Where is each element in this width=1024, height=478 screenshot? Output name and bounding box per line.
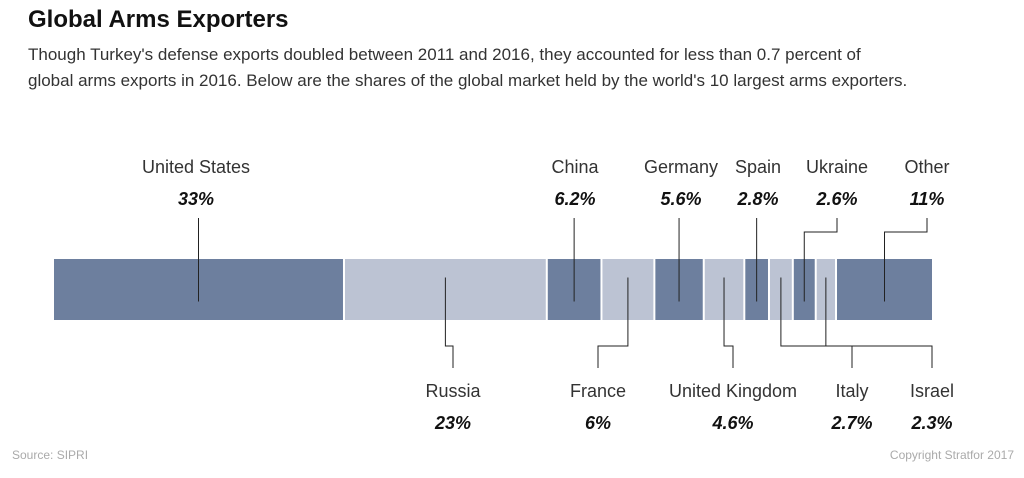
value-label-germany: 5.6% — [660, 189, 701, 209]
chart-subtitle: Though Turkey's defense exports doubled … — [28, 45, 908, 90]
category-label-france: France — [570, 381, 626, 401]
category-label-israel: Israel — [910, 381, 954, 401]
leader-line-france — [597, 277, 629, 368]
leader-line-italy — [780, 277, 853, 368]
leader-line-israel — [825, 277, 933, 368]
category-label-italy: Italy — [835, 381, 868, 401]
value-label-china: 6.2% — [554, 189, 595, 209]
leader-line-other — [884, 218, 928, 302]
value-label-ukraine: 2.6% — [815, 189, 857, 209]
value-label-italy: 2.7% — [830, 413, 872, 433]
value-label-israel: 2.3% — [910, 413, 952, 433]
category-label-spain: Spain — [735, 157, 781, 177]
category-label-germany: Germany — [644, 157, 718, 177]
chart-title: Global Arms Exporters — [28, 6, 289, 33]
copyright-note: Copyright Stratfor 2017 — [889, 448, 1014, 462]
leader-line-russia — [444, 277, 454, 368]
category-label-united-kingdom: United Kingdom — [669, 381, 797, 401]
value-label-united-states: 33% — [178, 189, 214, 209]
category-label-other: Other — [904, 157, 949, 177]
category-label-united-states: United States — [142, 157, 250, 177]
value-label-france: 6% — [585, 413, 611, 433]
value-label-spain: 2.8% — [736, 189, 778, 209]
leader-line-ukraine — [803, 218, 838, 302]
category-label-russia: Russia — [425, 381, 481, 401]
value-label-other: 11% — [910, 189, 945, 209]
category-label-ukraine: Ukraine — [806, 157, 868, 177]
category-label-china: China — [551, 157, 599, 177]
value-label-united-kingdom: 4.6% — [711, 413, 753, 433]
source-note: Source: SIPRI — [12, 448, 89, 462]
value-label-russia: 23% — [434, 413, 471, 433]
leader-line-united-kingdom — [723, 277, 734, 368]
